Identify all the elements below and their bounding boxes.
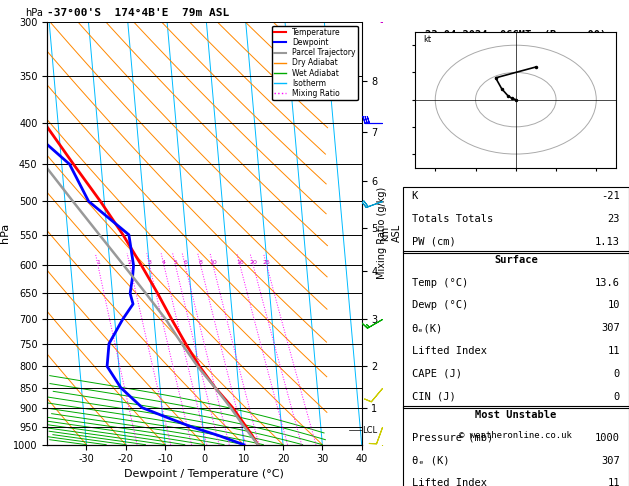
Text: LCL: LCL (362, 426, 377, 435)
Text: 6: 6 (183, 260, 187, 265)
Text: 16: 16 (236, 260, 244, 265)
Text: 10: 10 (209, 260, 217, 265)
Text: 23: 23 (608, 214, 620, 224)
Text: 13.6: 13.6 (595, 278, 620, 288)
Text: Temp (°C): Temp (°C) (411, 278, 468, 288)
Text: Dewp (°C): Dewp (°C) (411, 300, 468, 311)
Text: 1.13: 1.13 (595, 237, 620, 247)
Bar (403, 187, 629, 253)
Text: Most Unstable: Most Unstable (475, 410, 557, 420)
Y-axis label: hPa: hPa (0, 223, 10, 243)
Text: Pressure (mb): Pressure (mb) (411, 433, 493, 443)
Text: 4: 4 (162, 260, 166, 265)
Text: 20: 20 (249, 260, 257, 265)
Text: θₑ (K): θₑ (K) (411, 455, 449, 466)
Text: CAPE (J): CAPE (J) (411, 369, 462, 379)
Text: 25: 25 (263, 260, 270, 265)
Legend: Temperature, Dewpoint, Parcel Trajectory, Dry Adiabat, Wet Adiabat, Isotherm, Mi: Temperature, Dewpoint, Parcel Trajectory… (272, 26, 358, 100)
Text: Lifted Index: Lifted Index (411, 346, 487, 356)
Text: Mixing Ratio (g/kg): Mixing Ratio (g/kg) (377, 187, 387, 279)
Text: Totals Totals: Totals Totals (411, 214, 493, 224)
Text: kt: kt (423, 35, 431, 45)
Text: 2: 2 (128, 260, 132, 265)
Text: -21: -21 (601, 191, 620, 201)
Text: 1: 1 (96, 260, 100, 265)
Text: PW (cm): PW (cm) (411, 237, 455, 247)
Text: 307: 307 (601, 455, 620, 466)
Bar (403, 250, 629, 408)
Text: 0: 0 (614, 392, 620, 402)
Text: 0: 0 (614, 369, 620, 379)
Text: 1000: 1000 (595, 433, 620, 443)
X-axis label: Dewpoint / Temperature (°C): Dewpoint / Temperature (°C) (125, 469, 284, 479)
Text: 5: 5 (174, 260, 177, 265)
Text: Surface: Surface (494, 255, 538, 265)
Text: 8: 8 (199, 260, 203, 265)
Text: 23.04.2024  06GMT  (Base: 00): 23.04.2024 06GMT (Base: 00) (425, 30, 606, 40)
Text: CIN (J): CIN (J) (411, 392, 455, 402)
Text: 11: 11 (608, 478, 620, 486)
Text: hPa: hPa (25, 8, 43, 17)
Y-axis label: km
ASL: km ASL (381, 224, 402, 243)
Text: 11: 11 (608, 346, 620, 356)
Text: 3: 3 (147, 260, 152, 265)
Text: -37°00'S  174°4B'E  79m ASL: -37°00'S 174°4B'E 79m ASL (47, 8, 230, 17)
Text: K: K (411, 191, 418, 201)
Text: 10: 10 (608, 300, 620, 311)
Bar (403, 406, 629, 486)
Text: © weatheronline.co.uk: © weatheronline.co.uk (459, 432, 572, 440)
Text: 307: 307 (601, 323, 620, 333)
Text: Lifted Index: Lifted Index (411, 478, 487, 486)
Text: θₑ(K): θₑ(K) (411, 323, 443, 333)
